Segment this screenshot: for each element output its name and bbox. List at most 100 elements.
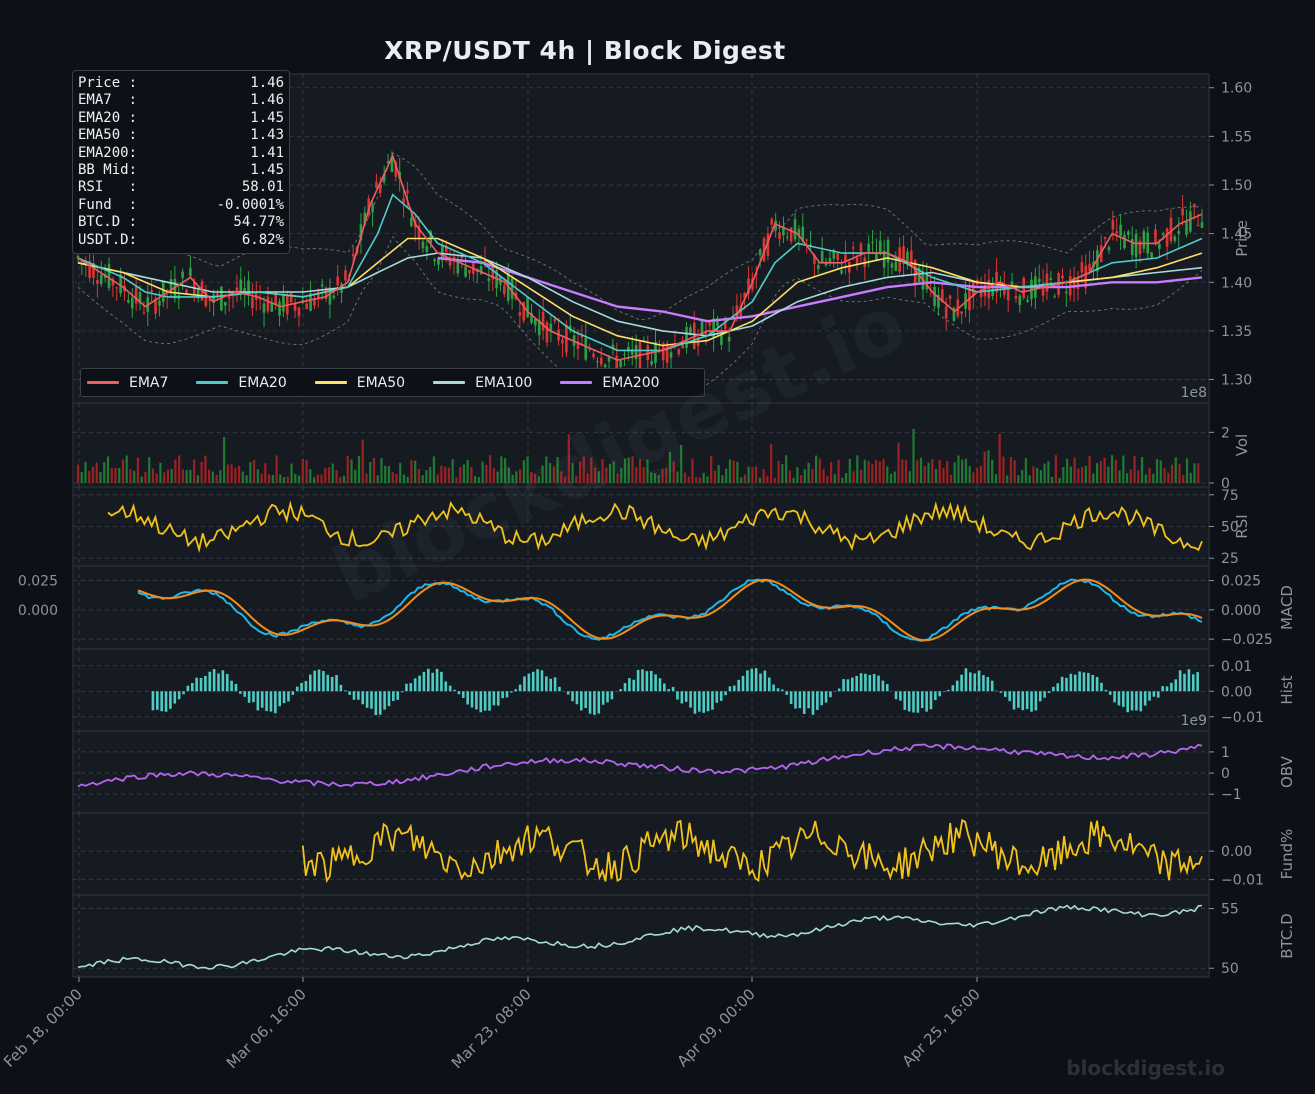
volume-bar (755, 466, 758, 483)
candle-body (1045, 273, 1049, 292)
info-label: Fund : (78, 196, 138, 213)
candle-body (328, 287, 332, 305)
candle-body (685, 326, 688, 348)
hist-bar (1004, 691, 1007, 697)
candle-body (293, 303, 297, 311)
candle-body (1088, 263, 1091, 272)
volume-bar (245, 475, 248, 483)
hist-bar (1047, 691, 1051, 693)
volume-bar (425, 470, 428, 483)
candle-body (782, 226, 785, 236)
hist-bar (483, 691, 487, 711)
candle-body (204, 290, 208, 307)
hist-bar (868, 674, 872, 692)
volume-bar (369, 461, 372, 483)
hist-bar (938, 691, 942, 697)
hist-bar (969, 672, 972, 692)
hist-bar (1060, 676, 1064, 692)
y-tick-label: 0.025 (1221, 574, 1261, 590)
hist-bar (912, 691, 915, 713)
hist-bar (667, 689, 671, 692)
candle-body (890, 263, 894, 268)
volume-bar (533, 474, 537, 483)
hist-bar (199, 677, 203, 692)
volume-bar (1193, 463, 1196, 483)
volume-bar (515, 471, 518, 483)
volume-bar (1032, 466, 1035, 483)
hist-bar (1130, 691, 1134, 711)
hist-bar (431, 672, 434, 692)
hist-bar (427, 668, 430, 692)
hist-bar (383, 691, 386, 710)
volume-bar (159, 462, 162, 483)
candle-body (844, 254, 847, 262)
candle-body (615, 355, 619, 371)
y-axis-label: Fund% (1278, 829, 1296, 880)
hist-bar (1161, 686, 1164, 692)
candle-body (274, 291, 277, 305)
volume-bar (1054, 455, 1057, 483)
y-tick-label: 1.40 (1221, 275, 1252, 291)
volume-bar (399, 462, 402, 483)
series-ema20 (77, 193, 1203, 352)
candle-body (941, 289, 944, 302)
volume-bar (1039, 470, 1042, 483)
hist-bar (580, 691, 583, 711)
y-tick-label-left: 0.025 (18, 574, 58, 590)
hist-bar (593, 691, 596, 715)
series-ema200 (437, 256, 1203, 323)
volume-bar (357, 456, 361, 483)
hist-bar (330, 676, 334, 692)
candle-body (212, 294, 215, 303)
volume-bar (863, 459, 866, 483)
candle-body (107, 263, 111, 288)
info-row: RSI : 58.01 (78, 179, 284, 196)
volume-bar (354, 469, 357, 483)
candle-body (1138, 240, 1142, 255)
hist-bar (689, 691, 692, 708)
hist-bar (907, 691, 911, 712)
volume-bar (762, 468, 765, 483)
hist-bar (1117, 691, 1121, 706)
legend-item: EMA200 (560, 375, 660, 391)
hist-bar (947, 689, 950, 692)
candle-body (239, 279, 243, 295)
hist-bar (304, 680, 308, 692)
volume-bar (118, 468, 121, 483)
candle-body (735, 305, 739, 316)
x-tick-label: Apr 09, 00:00 (674, 985, 759, 1070)
hist-bar (204, 675, 207, 692)
volume-bar (893, 471, 896, 483)
candle-body (138, 292, 142, 304)
candle-body (925, 273, 929, 290)
legend-label: EMA7 (129, 374, 169, 391)
volume-bar (215, 474, 218, 483)
hist-bar (1170, 682, 1173, 692)
volume-bar (567, 434, 570, 483)
hist-bar (610, 691, 614, 700)
info-row: EMA200: 1.41 (78, 145, 284, 162)
volume-bar (211, 471, 214, 483)
candle-body (797, 229, 801, 237)
candle-body (417, 226, 421, 240)
volume-bar (144, 471, 147, 483)
info-value: -0.0001% (216, 196, 284, 213)
hist-bar (405, 683, 408, 692)
volume-bar (635, 467, 638, 483)
candle-body (902, 246, 905, 265)
volume-bar (904, 460, 908, 483)
volume-bar (140, 476, 143, 483)
hist-bar (247, 691, 251, 703)
volume-bar (365, 473, 368, 483)
volume-bar (429, 467, 432, 483)
hist-bar (453, 689, 456, 692)
candle-body (665, 343, 669, 363)
volume-bar (548, 463, 552, 483)
y-axis-label: OBV (1278, 755, 1296, 788)
hist-bar (348, 691, 351, 695)
volume-bar (878, 461, 881, 483)
candle-body (491, 266, 495, 280)
candle-body (425, 246, 429, 252)
candle-body (964, 293, 967, 309)
volume-bar (994, 474, 998, 483)
